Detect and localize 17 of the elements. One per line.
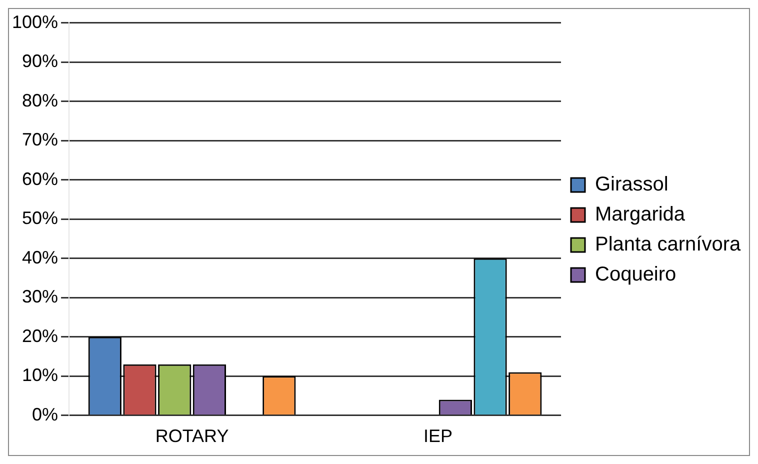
y-tick-label: 30% [22,286,58,307]
y-tick-label: 70% [22,130,58,150]
y-tick-label: 80% [22,90,58,110]
legend-label: Margarida [595,204,686,226]
y-tick-label: 50% [22,208,58,228]
y-tick-label: 60% [22,168,58,189]
y-tick-label: 100% [12,12,58,32]
legend-label: Girassol [595,174,668,196]
y-tick-label: 20% [22,326,58,346]
y-tick-label: 90% [22,51,58,72]
x-tick-label: IEP [424,426,453,446]
legend-label: Planta carnívora [595,234,742,256]
y-tick-label: 0% [32,404,58,424]
y-tick-label: 10% [22,365,58,386]
legend-label: Coqueiro [595,264,676,286]
x-tick-label: ROTARY [155,426,229,446]
y-tick-label: 40% [22,247,58,268]
